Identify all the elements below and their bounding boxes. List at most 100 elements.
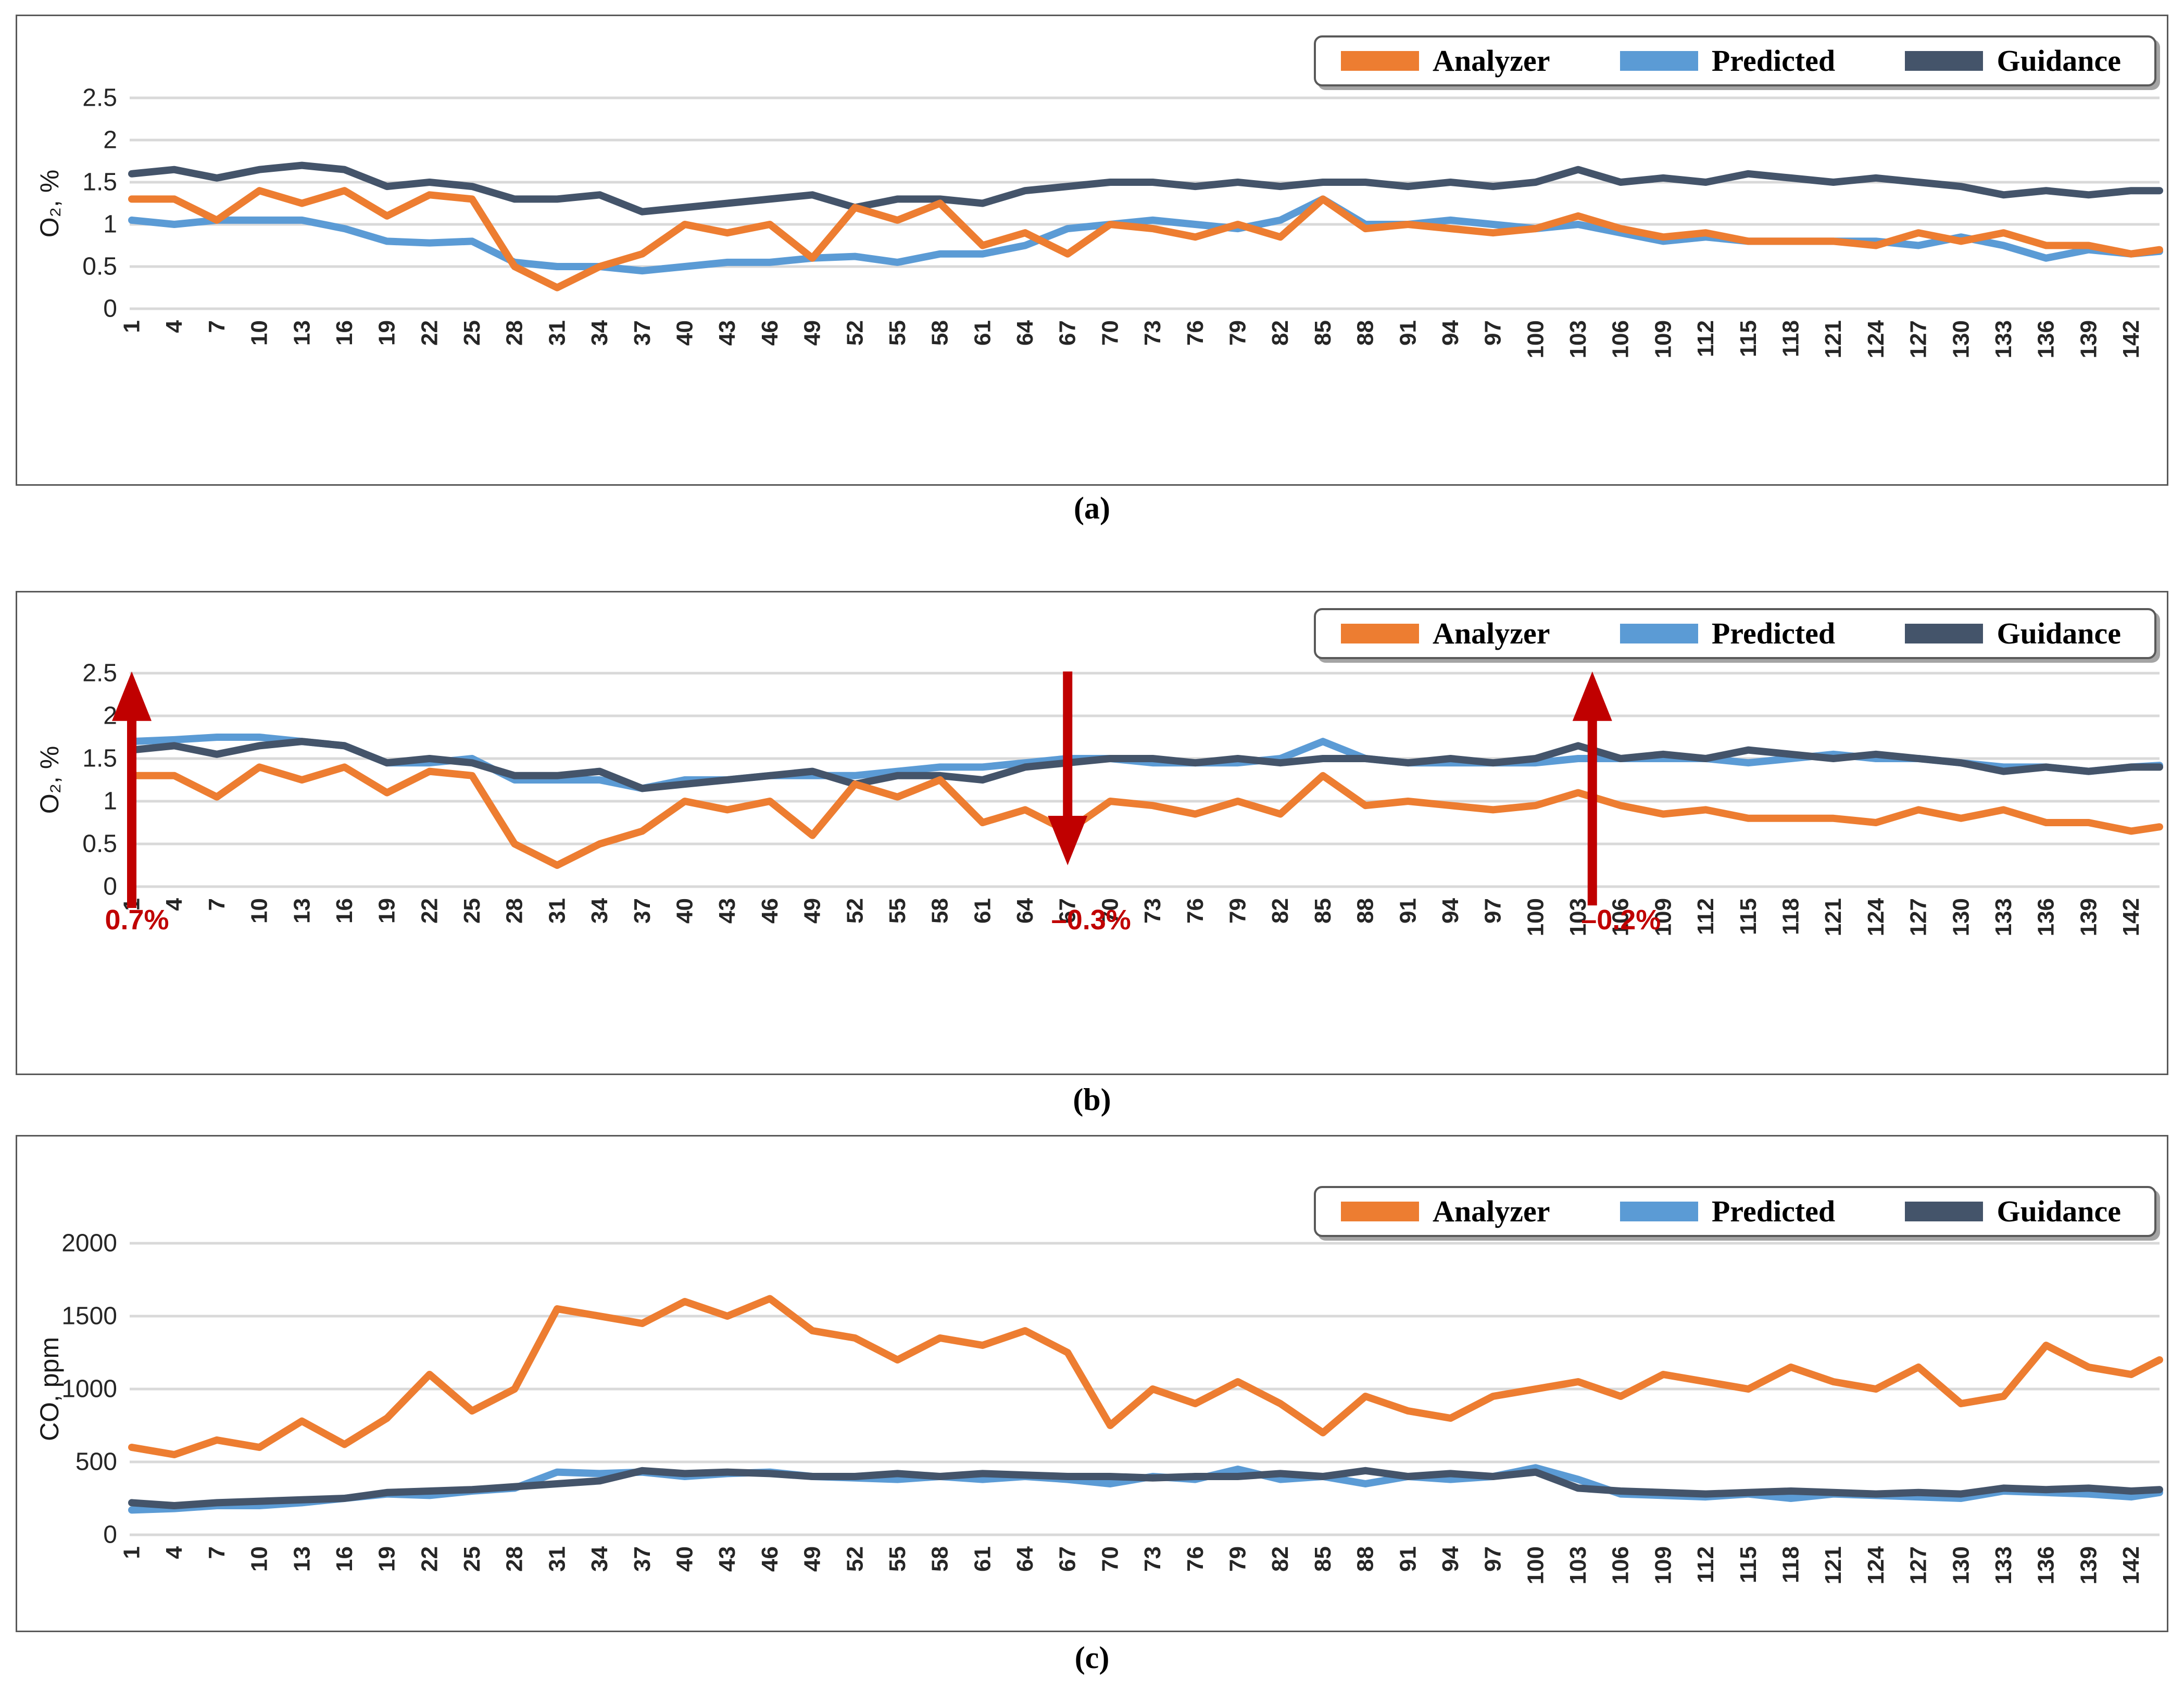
x-tick-label: 7	[204, 320, 230, 333]
x-tick-label: 28	[502, 898, 528, 924]
y-tick-label: 2	[103, 127, 117, 154]
x-tick-label: 127	[1906, 1546, 1931, 1584]
x-tick-label: 4	[161, 320, 187, 333]
x-tick-label: 28	[502, 320, 528, 346]
x-tick-label: 121	[1821, 1546, 1846, 1584]
x-tick-label: 55	[885, 320, 910, 346]
analyzer-series-line	[128, 187, 2163, 292]
x-tick-label: 67	[1055, 320, 1081, 346]
legend-item-analyzer: Analyzer	[1341, 1196, 1550, 1227]
predicted-series-line	[128, 734, 2163, 792]
x-tick-label: 88	[1353, 1546, 1378, 1572]
arrow-up-icon	[112, 671, 152, 721]
x-tick-label: 118	[1778, 320, 1804, 357]
x-tick-label: 67	[1055, 898, 1081, 924]
x-tick-label: 37	[630, 898, 655, 924]
legend-label: Guidance	[1997, 616, 2121, 650]
x-tick-label: 49	[800, 898, 825, 924]
x-tick-label: 52	[842, 320, 868, 346]
x-tick-label: 130	[1948, 1546, 1974, 1584]
x-tick-label: 139	[2076, 320, 2101, 358]
x-tick-label: 121	[1821, 898, 1846, 936]
x-tick-label: 22	[417, 1546, 442, 1572]
caption-c: (c)	[1074, 1640, 1110, 1675]
x-tick-label: 37	[630, 1546, 655, 1572]
x-tick-label: 124	[1863, 320, 1889, 358]
x-tick-label: 127	[1906, 320, 1931, 358]
x-tick-label: 142	[2118, 898, 2144, 936]
x-tick-label: 109	[1650, 898, 1676, 936]
x-tick-label: 1	[119, 320, 145, 333]
x-tick-label: 34	[587, 1546, 612, 1571]
x-tick-label: 100	[1523, 1546, 1548, 1584]
x-tick-label: 133	[1991, 898, 2016, 936]
annotation-label: –0.3%	[1051, 904, 1131, 936]
x-tick-label: 109	[1650, 320, 1676, 358]
x-tick-label: 94	[1438, 898, 1463, 923]
x-tick-label: 13	[289, 1546, 315, 1572]
legend-label: Guidance	[1997, 1194, 2121, 1228]
x-tick-label: 142	[2118, 1546, 2144, 1584]
y-tick-label: 1.5	[82, 745, 117, 773]
x-tick-label: 19	[374, 898, 400, 924]
legend-item-predicted: Predicted	[1620, 619, 1835, 649]
x-tick-label: 70	[1097, 1546, 1123, 1572]
legend-item-guidance: Guidance	[1905, 46, 2121, 76]
x-tick-label: 103	[1565, 1546, 1591, 1584]
y-axis-title: O₂, %	[35, 746, 64, 814]
x-tick-label: 49	[800, 320, 825, 346]
x-tick-label: 61	[970, 320, 995, 346]
x-tick-label: 97	[1480, 320, 1506, 346]
y-tick-label: 1000	[61, 1375, 117, 1403]
predicted-swatch-icon	[1620, 624, 1698, 643]
x-tick-label: 55	[885, 1546, 910, 1572]
x-tick-label: 115	[1736, 898, 1761, 935]
x-tick-label: 64	[1012, 1546, 1038, 1571]
legend-label: Guidance	[1997, 44, 2121, 78]
guidance-swatch-icon	[1905, 51, 1984, 71]
y-tick-label: 2000	[61, 1230, 117, 1257]
x-tick-label: 109	[1650, 1546, 1676, 1584]
x-tick-label: 37	[630, 320, 655, 346]
x-tick-label: 31	[544, 898, 570, 924]
y-tick-label: 2.5	[82, 660, 117, 687]
x-tick-label: 70	[1097, 320, 1123, 346]
x-tick-label: 97	[1480, 1546, 1506, 1572]
chart-panel-a: 0 0.5 1 1.5 2 2.5 O₂, % 1 4 7 10 13 16 19 22 25 28 31 34 37…	[16, 15, 2168, 486]
x-tick-label: 103	[1565, 320, 1591, 358]
x-tick-label: 133	[1991, 1546, 2016, 1584]
x-tick-label: 40	[672, 898, 698, 924]
x-tick-label: 52	[842, 1546, 868, 1572]
annotation-arrow-–0.3%: –0.3%	[1048, 671, 1131, 936]
x-tick-label: 130	[1948, 320, 1974, 358]
x-tick-label: 76	[1183, 1546, 1208, 1572]
caption-b: (b)	[1073, 1082, 1111, 1117]
legend-item-guidance: Guidance	[1905, 1196, 2121, 1227]
x-tick-label: 73	[1140, 1546, 1165, 1572]
predicted-swatch-icon	[1620, 1202, 1698, 1221]
x-tick-label: 34	[587, 898, 612, 923]
legend-c: Analyzer Predicted Guidance	[1314, 1186, 2156, 1237]
analyzer-series-line	[128, 1295, 2163, 1458]
x-tick-label: 142	[2118, 320, 2144, 358]
legend-label: Analyzer	[1433, 616, 1550, 650]
x-tick-label: 112	[1693, 320, 1718, 357]
legend-a: Analyzer Predicted Guidance	[1314, 35, 2156, 86]
x-tick-label: 10	[247, 1546, 272, 1572]
x-tick-label: 115	[1736, 320, 1761, 357]
x-tick-label: 31	[544, 320, 570, 346]
arrow-down-icon	[1048, 816, 1088, 865]
x-tick-label: 100	[1523, 898, 1548, 936]
x-tick-label: 127	[1906, 898, 1931, 936]
chart-panel-c: 0 500 1000 1500 2000 CO, ppm 1 4 7 10 13 16 19 22 25 28…	[16, 1135, 2168, 1632]
legend-item-predicted: Predicted	[1620, 1196, 1835, 1227]
x-tick-label: 73	[1140, 898, 1165, 924]
guidance-series-line	[128, 1467, 2163, 1509]
x-tick-label: 73	[1140, 320, 1165, 346]
x-tick-label: 16	[332, 1546, 357, 1572]
legend-b: Analyzer Predicted Guidance	[1314, 608, 2156, 659]
x-tick-label: 112	[1693, 1546, 1718, 1583]
analyzer-swatch-icon	[1341, 624, 1419, 643]
x-tick-label: 58	[927, 1546, 953, 1572]
x-tick-label: 43	[714, 320, 740, 346]
